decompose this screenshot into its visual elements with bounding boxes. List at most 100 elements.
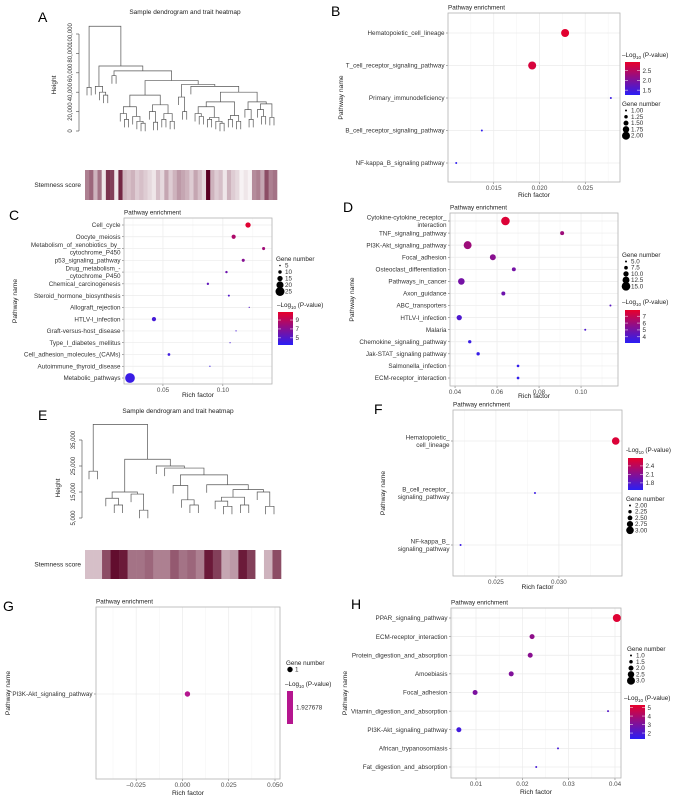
dendrogram-branch (88, 470, 98, 480)
x-tick-label: 0.000 (175, 782, 191, 789)
heatmap-cell (201, 170, 207, 200)
color-legend-title-log: –Log (624, 695, 639, 702)
colorbar (625, 62, 640, 95)
dendrogram-branch (155, 465, 185, 474)
color-legend-title: –Log10 (P-value) (622, 299, 668, 307)
dendrogram-branch (248, 119, 254, 128)
pathway-label-line: Hematopoietic_cell_lineage (367, 30, 445, 37)
dendrogram-branch (236, 120, 242, 130)
pathway-label-line: Fat_digestion_and_absorption (363, 764, 448, 771)
pathway-label: B_cell_receptor_signaling_pathway (345, 128, 445, 135)
pathway-label: African_trypanosomiasis (379, 746, 448, 753)
pathway-label-line: HTLV-I_infection (400, 315, 447, 322)
colorbar-tick-label: 4 (648, 713, 652, 720)
heatmap-cell (118, 170, 123, 200)
pathway-label-line: Steroid_hormone_biosynthesis (34, 293, 120, 300)
dendrogram-branch (256, 491, 271, 507)
y-tick-label: 80,000 (68, 44, 74, 63)
x-tick-label: –0.025 (127, 782, 147, 789)
dendrogram-branch (139, 509, 149, 519)
dendrogram-branch (98, 65, 144, 87)
dendrogram-branch (113, 70, 172, 81)
heatmap-cell (260, 170, 265, 200)
panel-e: E Sample dendrogram and trait heatmap 5,00… (34, 407, 282, 579)
size-legend-label: 5 (285, 263, 289, 270)
size-legend-label: 2.25 (635, 509, 648, 516)
data-point (184, 691, 191, 697)
pathway-label: Amoebiasis (415, 671, 448, 678)
size-legend-dot (628, 510, 632, 514)
size-legend-label: 7.5 (631, 265, 640, 272)
data-point (245, 222, 251, 228)
panel-f: F Pathway enrichment 0.025 0.030 Hematopoiet… (374, 401, 671, 591)
dendrogram-branch (197, 106, 215, 118)
heatmap-cell (93, 170, 98, 200)
pathway-label: PI3K-Akt_signaling_pathway (366, 242, 447, 249)
heatmap-cell (263, 550, 273, 579)
y-tick-label: 5,000 (71, 510, 77, 526)
color-legend-title-p: (P-value) (644, 447, 671, 454)
panel-label: E (38, 407, 47, 423)
dendrogram-branch (194, 113, 202, 122)
plot-border (95, 606, 281, 780)
heatmap-cell (85, 170, 90, 200)
pathway-label: PI3K-Akt_signaling_pathway (12, 691, 93, 698)
dendrogram-branch (111, 75, 117, 84)
pathway-label: Hematopoietic_cell_lineage (406, 435, 450, 449)
x-tick-label: 0.08 (533, 389, 546, 396)
x-tick-label: 0.10 (575, 389, 588, 396)
pathway-label-line: Drug_metabolism_- (66, 266, 121, 273)
color-legend-title-log: –Log (622, 299, 637, 306)
size-legend-label: 2.0 (636, 665, 645, 672)
plot-title: Pathway enrichment (451, 600, 508, 607)
data-point (209, 365, 211, 367)
heatmap-label: Stemness score (34, 562, 81, 569)
x-tick-label: 0.02 (516, 781, 529, 788)
y-axis-label: Height (51, 75, 58, 94)
colorbar-tick-label: 1.5 (643, 87, 652, 94)
pathway-label: Osteoclast_differentiation (376, 267, 447, 274)
dendrogram-branch (94, 86, 103, 95)
size-legend-dot (626, 521, 634, 528)
pathway-label-line: Primary_immunodeficiency (369, 95, 445, 102)
colorbar-tick-label: 1.927678 (296, 705, 323, 712)
dendrogram-branch (132, 116, 141, 125)
colorbar-tick-label: 5 (643, 327, 647, 334)
data-point (235, 330, 237, 332)
pathway-label: Cell_adhesion_molecules_(CAMs) (24, 352, 121, 359)
x-axis-label: Rich factor (518, 192, 551, 199)
pathway-label-line: Type_I_diabetes_mellitus (49, 340, 120, 347)
size-legend-label: 15.0 (631, 283, 644, 290)
heatmap-cell (147, 170, 153, 200)
x-tick-label: 0.06 (491, 389, 504, 396)
size-legend-dot (621, 282, 631, 291)
pathway-label-line: PI3K-Akt_signaling_pathway (367, 727, 448, 734)
pathway-label-line: Osteoclast_differentiation (376, 267, 447, 274)
x-tick-label: 0.01 (470, 781, 483, 788)
pathway-label-line: PPAR_signaling_pathway (376, 615, 449, 622)
data-point (463, 241, 472, 250)
panel-h: H Pathway enrichment 0.01 0.02 0.03 0.04 PPAR_… (342, 596, 670, 796)
dendrogram-branch (180, 474, 228, 486)
y-tick-label: 15,000 (71, 482, 77, 501)
colorbar-tick-label: 2.4 (646, 463, 655, 470)
heatmap-cell (164, 170, 169, 200)
dendrogram-branch (182, 111, 188, 120)
dendrogram-branch (261, 116, 267, 125)
heatmap-cell (231, 170, 236, 200)
colorbar-tick-label: 1.8 (646, 480, 655, 487)
pathway-label: Oocyte_meiosis (76, 234, 121, 241)
data-point (511, 267, 516, 272)
dendrogram-branch (119, 113, 127, 122)
panel-a: A Sample dendrogram and trait heatmap 0 20,… (34, 9, 278, 200)
color-legend-title-subscript: 10 (291, 305, 297, 310)
size-legend-label: 10 (285, 269, 293, 276)
colorbar-tick-label: 4 (643, 334, 647, 341)
dendrogram-branch (190, 86, 240, 95)
heatmap-cell (197, 170, 203, 200)
size-legend-dot (277, 275, 283, 282)
size-legend-dot (622, 276, 630, 284)
color-legend-title-subscript: 10 (299, 684, 305, 689)
heatmap-cell (153, 550, 162, 579)
data-point (125, 373, 135, 383)
